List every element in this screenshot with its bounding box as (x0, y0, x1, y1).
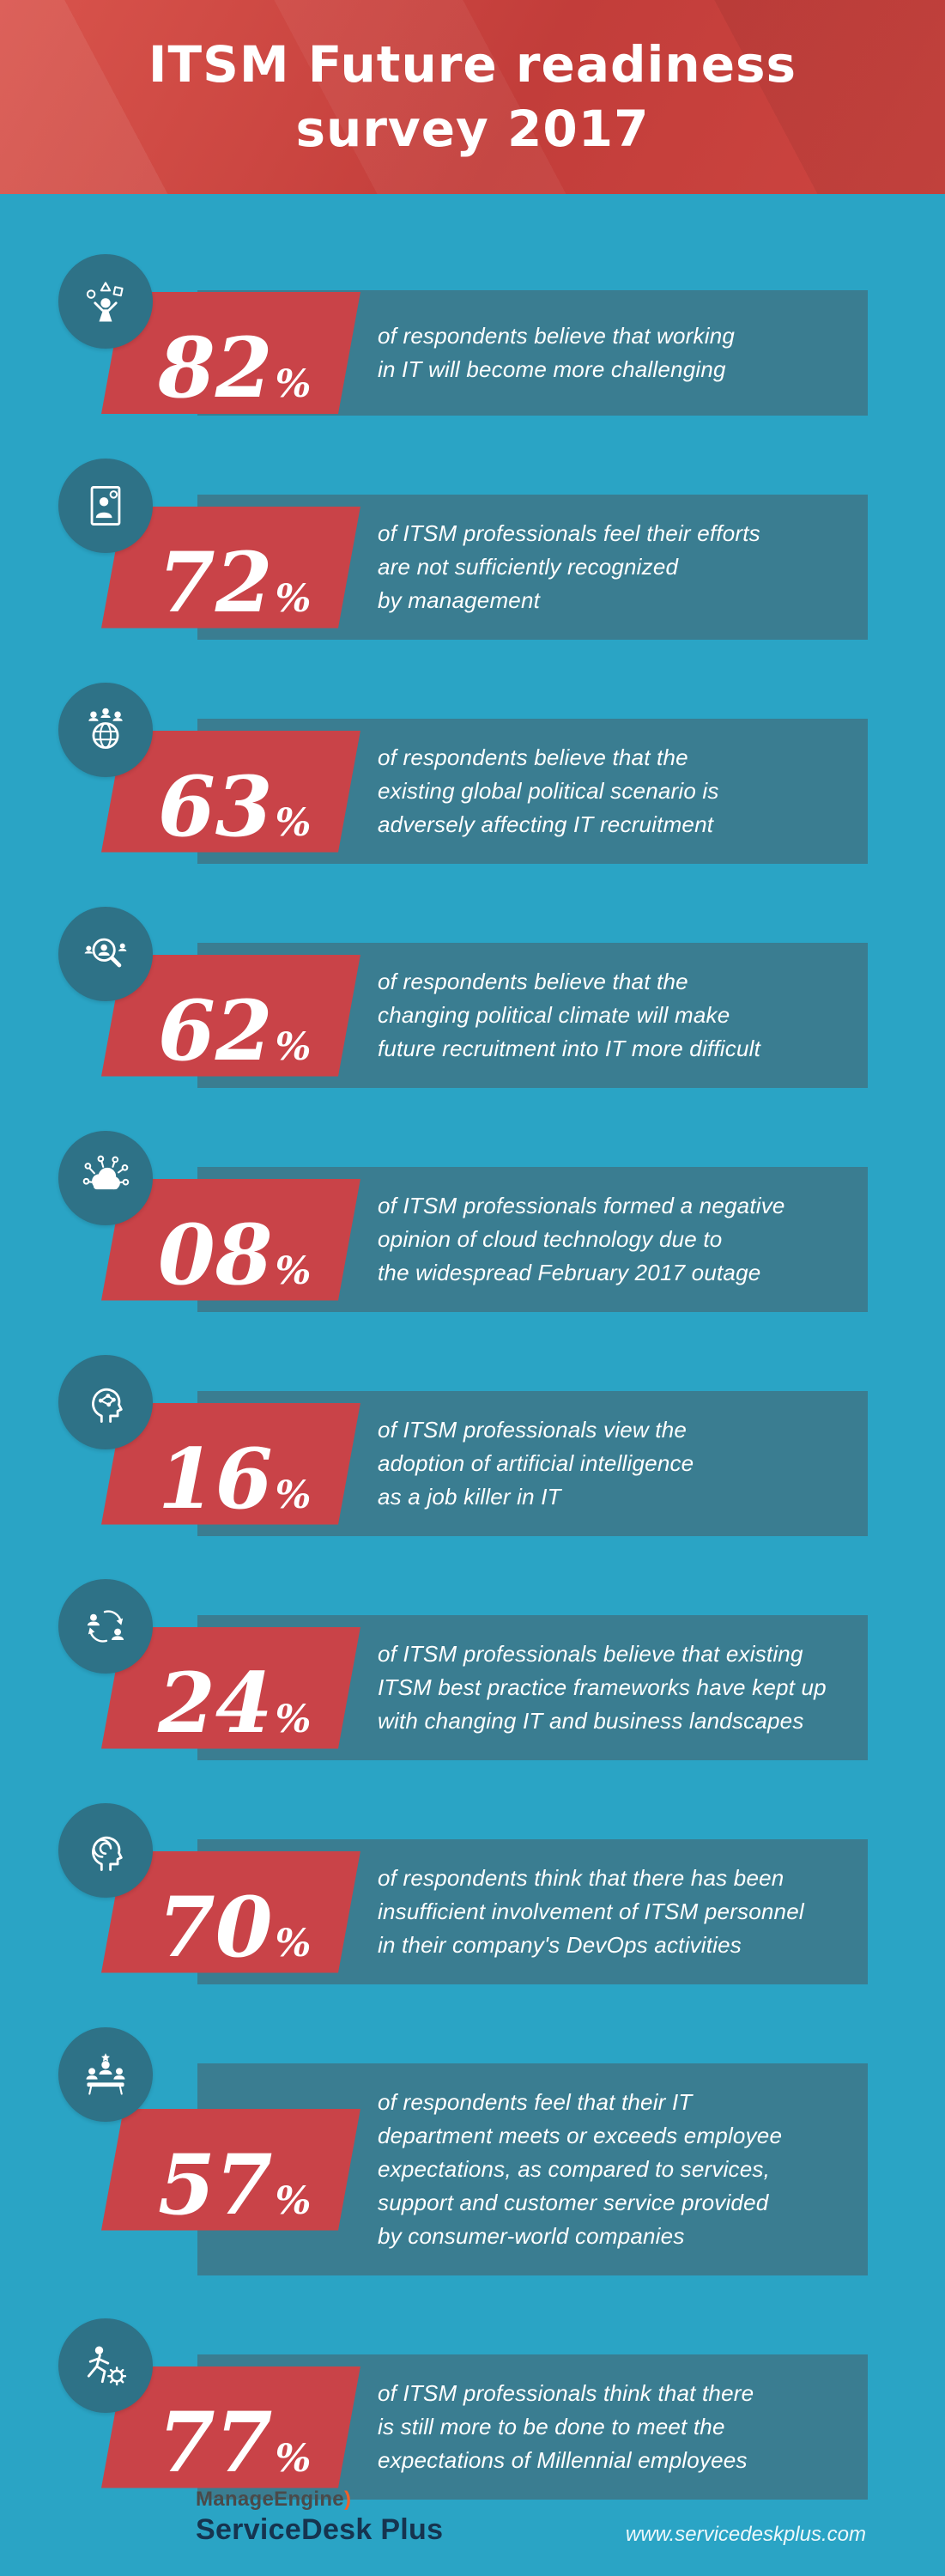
stat-text: of respondents believe that the existing… (378, 744, 719, 837)
stat-banner: 72 % (101, 507, 360, 629)
people-sync-icon (87, 1610, 124, 1643)
stat-percent: 62 (158, 981, 273, 1079)
stat-row: of respondents believe that the existing… (0, 683, 945, 864)
stat-row: of respondents feel that their IT depart… (0, 2027, 945, 2275)
stat-icon-circle (58, 1355, 153, 1449)
stat-percent: 77 (158, 2393, 273, 2491)
stat-text: of ITSM professionals view the adoption … (378, 1417, 694, 1510)
stat-row: of ITSM professionals formed a negative … (0, 1131, 945, 1312)
stat-percent: 63 (158, 757, 273, 855)
stat-percent: 82 (158, 319, 273, 417)
stat-percent: 72 (158, 533, 273, 631)
stat-percent-sign: % (275, 800, 312, 845)
stat-banner: 24 % (101, 1627, 360, 1749)
product-name: ServiceDesk Plus (196, 2513, 444, 2546)
stat-icon-circle (58, 2318, 153, 2413)
stat-row: of ITSM professionals feel their efforts… (0, 459, 945, 640)
stat-text: of ITSM professionals formed a negative … (378, 1193, 785, 1285)
stat-banner: 57 % (101, 2109, 360, 2231)
brand-swoosh-icon: ) (343, 2488, 352, 2511)
stat-icon-circle (58, 1131, 153, 1225)
stat-percent-sign: % (275, 2178, 312, 2223)
stat-percent-sign: % (275, 1697, 312, 1741)
stat-icon-circle (58, 1803, 153, 1898)
stat-percent: 57 (158, 2136, 273, 2233)
stat-icon-circle (58, 2027, 153, 2122)
stat-percent-sign: % (275, 1024, 312, 1069)
stat-row: of ITSM professionals believe that exist… (0, 1579, 945, 1760)
brand-text: ManageEngine (196, 2488, 344, 2511)
stat-text: of respondents feel that their IT depart… (378, 2089, 783, 2249)
stat-row: of respondents think that there has been… (0, 1803, 945, 1984)
stat-text: of respondents think that there has been… (378, 1865, 804, 1958)
stat-row: of ITSM professionals think that there i… (0, 2318, 945, 2500)
stat-text: of respondents believe that working in I… (378, 323, 736, 382)
stat-icon-circle (58, 254, 153, 349)
page-title: ITSM Future readiness survey 2017 (148, 34, 797, 158)
stat-percent-sign: % (275, 1249, 312, 1293)
stat-percent: 70 (158, 1878, 273, 1976)
stat-banner: 63 % (101, 731, 360, 853)
stat-text: of ITSM professionals believe that exist… (378, 1641, 827, 1734)
stat-percent: 24 (158, 1654, 273, 1752)
stat-icon-circle (58, 907, 153, 1001)
stat-percent-sign: % (275, 2436, 312, 2481)
stat-row: of ITSM professionals view the adoption … (0, 1355, 945, 1536)
stat-text: of ITSM professionals feel their efforts… (378, 520, 760, 613)
brand-name: ManageEngine) (196, 2488, 443, 2512)
stat-icon-circle (58, 1579, 153, 1674)
stat-percent-sign: % (275, 362, 312, 406)
stat-percent: 16 (158, 1430, 273, 1528)
brand-logo: ManageEngine) ServiceDesk Plus (196, 2488, 443, 2547)
stat-row: of respondents believe that working in I… (0, 254, 945, 417)
stat-icon-circle (58, 459, 153, 553)
stat-percent-sign: % (275, 1473, 312, 1517)
juggling-shapes-icon (86, 282, 124, 322)
footer: ManageEngine) ServiceDesk Plus www.servi… (0, 2488, 945, 2547)
running-gear-icon (87, 2346, 127, 2386)
framed-person-icon (90, 486, 121, 526)
stat-percent-sign: % (275, 1921, 312, 1965)
stat-icon-circle (58, 683, 153, 777)
stat-percent-sign: % (275, 576, 312, 621)
header-banner: ITSM Future readiness survey 2017 (0, 0, 945, 194)
cloud-network-icon (82, 1155, 130, 1190)
globe-people-icon (88, 708, 123, 750)
interview-desk-icon (86, 2053, 125, 2095)
people-search-icon (84, 938, 127, 968)
ai-head-icon (92, 1388, 123, 1423)
stat-row: of respondents believe that the changing… (0, 907, 945, 1088)
stat-rows: of respondents believe that working in I… (0, 194, 945, 2500)
stat-text: of respondents believe that the changing… (378, 969, 761, 1061)
website-url-link[interactable]: www.servicedeskplus.com (625, 2523, 866, 2546)
thinking-head-icon (92, 1836, 123, 1871)
stat-text: of ITSM professionals think that there i… (378, 2380, 754, 2473)
stat-percent: 08 (158, 1206, 273, 1303)
